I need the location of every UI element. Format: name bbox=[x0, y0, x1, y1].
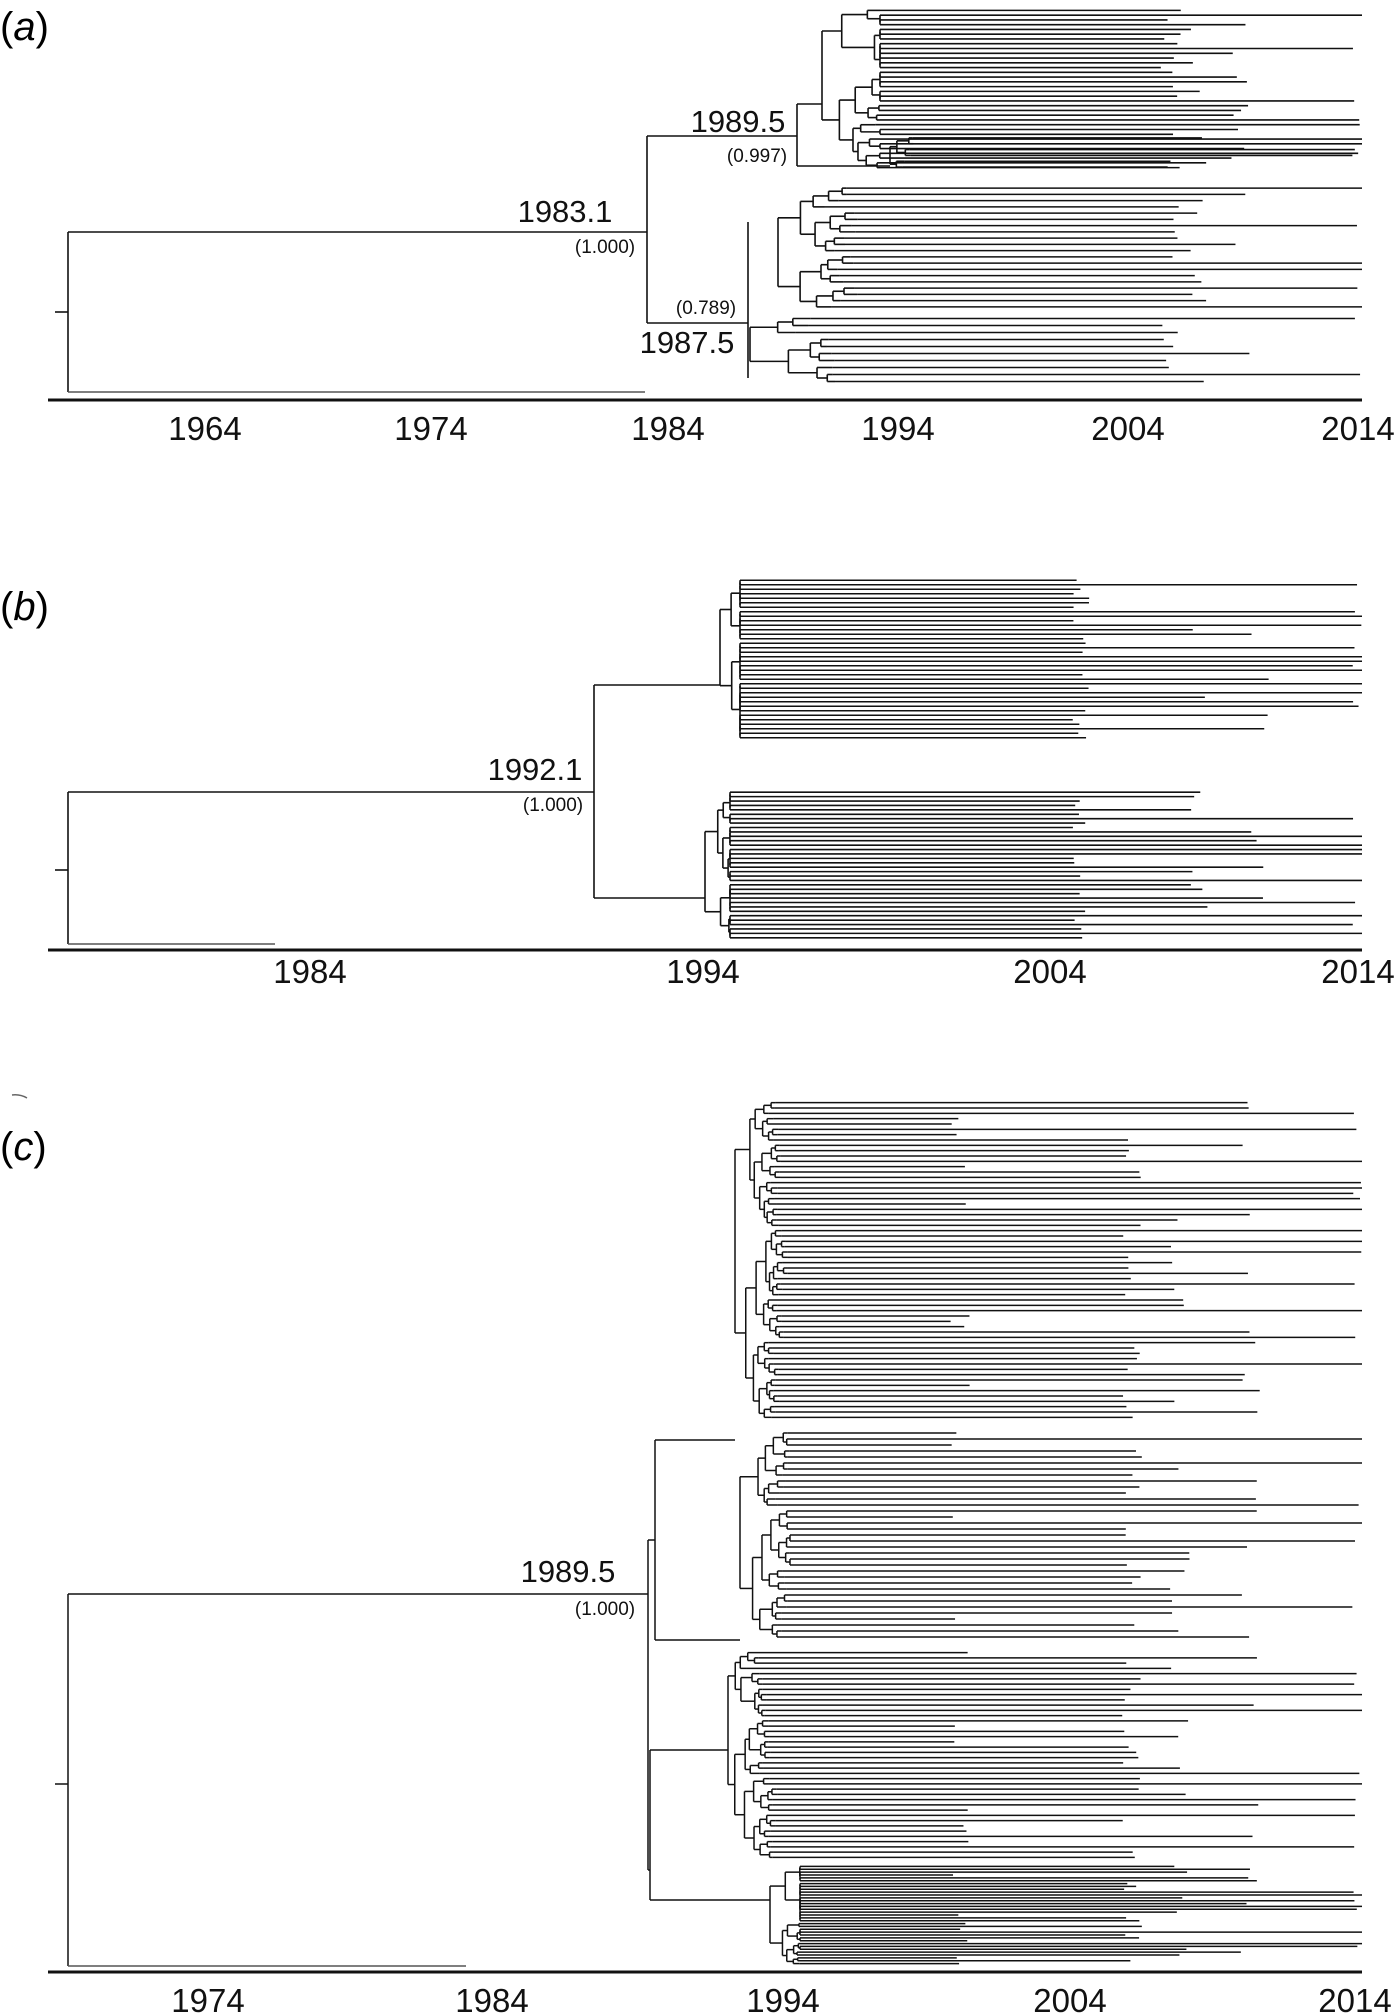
panel-b-axis: 1984 1994 2004 2014 bbox=[48, 948, 1395, 990]
node-date-label: 1983.1 bbox=[518, 194, 613, 229]
node-date-label: 1992.1 bbox=[488, 752, 583, 787]
node-support-label: (1.000) bbox=[575, 237, 635, 258]
panel-b-node-labels: 1992.1 (1.000) bbox=[488, 752, 584, 816]
axis-tick-label: 2014 bbox=[1321, 953, 1394, 990]
axis-tick-label: 2004 bbox=[1033, 1982, 1106, 2015]
axis-tick-label: 2014 bbox=[1321, 410, 1394, 447]
node-date-label: 1989.5 bbox=[691, 104, 786, 139]
panel-b-label: (b) bbox=[0, 585, 49, 629]
axis-tick-label: 1984 bbox=[455, 1982, 528, 2015]
stray-mark bbox=[11, 1094, 28, 1099]
panel-b-tree bbox=[55, 579, 1362, 945]
axis-tick-label: 2004 bbox=[1013, 953, 1086, 990]
panel-c-tree bbox=[55, 1101, 1362, 1967]
node-date-label: 1989.5 bbox=[521, 1554, 616, 1589]
panel-a-axis: 1964 1974 1984 1994 2004 2014 bbox=[48, 398, 1395, 447]
panel-c-node-labels: 1989.5 (1.000) bbox=[521, 1554, 636, 1620]
axis-tick-label: 2014 bbox=[1318, 1982, 1391, 2015]
node-date-label: 1987.5 bbox=[640, 325, 735, 360]
panel-b: (b) 1984 1994 2004 2014 1992.1 (1.000) bbox=[0, 579, 1395, 990]
panel-c-label: (c) bbox=[0, 1125, 47, 1169]
panel-a-label: (a) bbox=[0, 5, 49, 49]
axis-tick-label: 1994 bbox=[666, 953, 739, 990]
panel-c: (c) 1974 1984 1994 2004 2014 1989.5 (1.0… bbox=[0, 1094, 1392, 2015]
axis-tick-label: 1994 bbox=[746, 1982, 819, 2015]
axis-tick-label: 1984 bbox=[631, 410, 704, 447]
axis-tick-label: 2004 bbox=[1091, 410, 1164, 447]
node-support-label: (0.789) bbox=[676, 298, 736, 319]
panel-a: (a) 1964 1974 1984 1994 2004 2014 1989.5… bbox=[0, 5, 1395, 447]
axis-tick-label: 1984 bbox=[273, 953, 346, 990]
axis-tick-label: 1974 bbox=[171, 1982, 244, 2015]
panel-c-axis: 1974 1984 1994 2004 2014 bbox=[48, 1970, 1392, 2015]
axis-tick-label: 1964 bbox=[168, 410, 241, 447]
axis-tick-label: 1974 bbox=[394, 410, 467, 447]
node-support-label: (1.000) bbox=[523, 795, 583, 816]
node-support-label: (1.000) bbox=[575, 1599, 635, 1620]
panel-a-node-labels: 1989.5 (0.997) 1983.1 (1.000) (0.789) 19… bbox=[518, 104, 788, 360]
node-support-label: (0.997) bbox=[727, 146, 787, 167]
axis-tick-label: 1994 bbox=[861, 410, 934, 447]
panel-a-tree bbox=[55, 9, 1362, 393]
